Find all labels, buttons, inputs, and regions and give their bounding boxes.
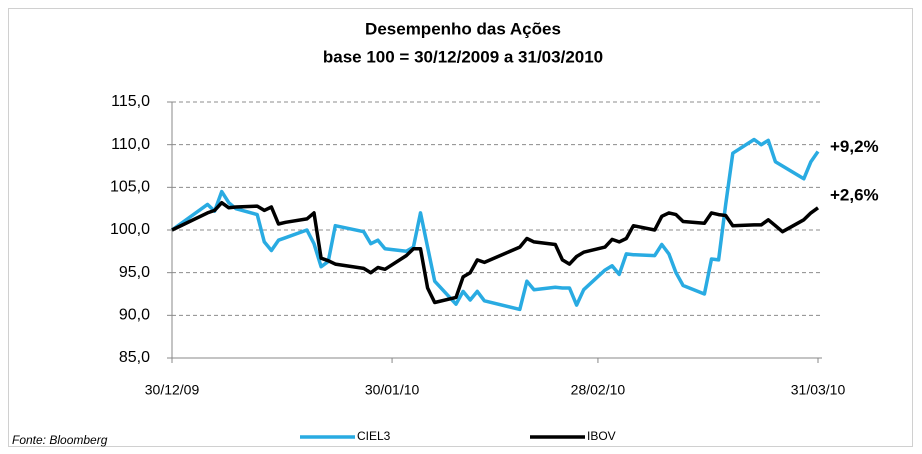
x-tick-label: 28/02/10 bbox=[571, 382, 626, 398]
legend-label: IBOV bbox=[587, 429, 616, 443]
y-tick-label: 95,0 bbox=[119, 264, 150, 281]
y-tick-label: 100,0 bbox=[110, 221, 150, 238]
y-tick-label: 90,0 bbox=[119, 307, 150, 324]
end-annotation: +2,6% bbox=[830, 185, 879, 204]
y-tick-label: 85,0 bbox=[119, 349, 150, 366]
series-line bbox=[171, 200, 820, 305]
chart-frame bbox=[8, 8, 913, 447]
legend-label: CIEL3 bbox=[357, 429, 391, 443]
chart-subtitle: base 100 = 30/12/2009 a 31/03/2010 bbox=[323, 47, 603, 66]
source-note: Fonte: Bloomberg bbox=[12, 433, 108, 447]
end-annotation: +9,2% bbox=[830, 137, 879, 156]
x-tick-label: 31/03/10 bbox=[791, 382, 846, 398]
y-tick-label: 105,0 bbox=[110, 179, 150, 196]
x-tick-label: 30/01/10 bbox=[365, 382, 420, 398]
x-tick-label: 30/12/09 bbox=[145, 382, 200, 398]
chart-title: Desempenho das Ações bbox=[365, 19, 561, 38]
y-tick-label: 115,0 bbox=[111, 93, 150, 110]
y-tick-label: 110,0 bbox=[111, 136, 150, 153]
series-line bbox=[170, 137, 820, 312]
